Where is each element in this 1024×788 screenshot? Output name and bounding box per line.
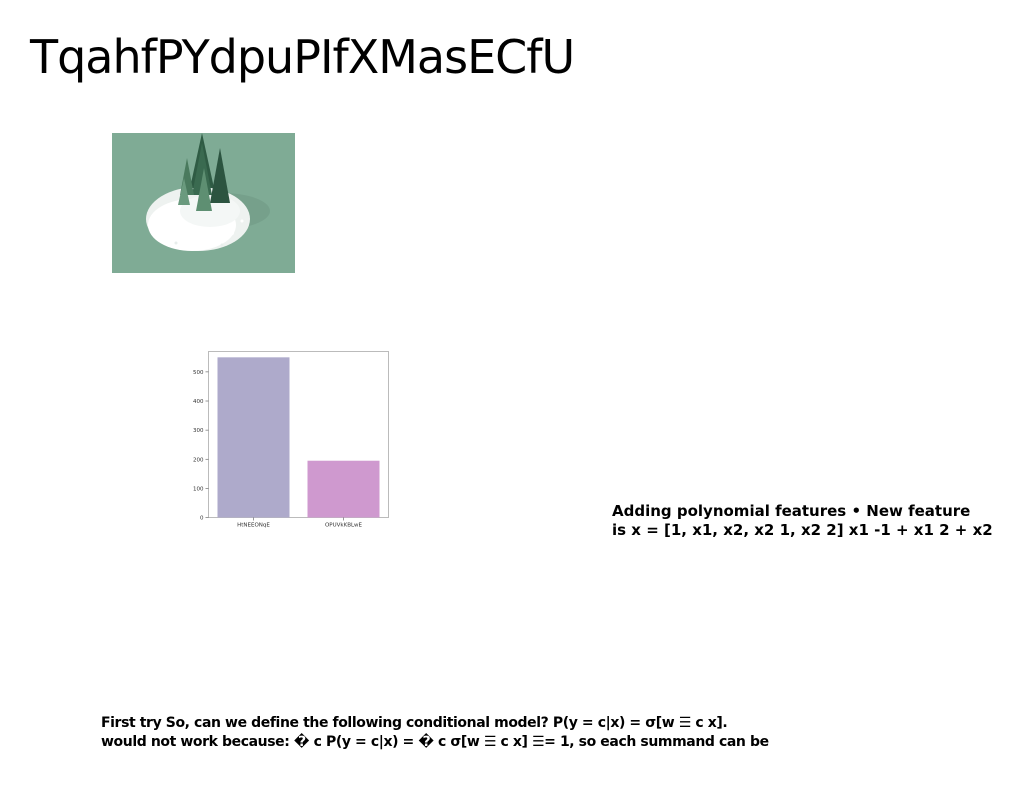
y-tick-label: 400 [193,399,204,405]
text-line: is x = [1, x1, x2, x2 1, x2 2] x1 -1 + x… [612,521,993,539]
y-axis: 0 100 200 300 400 500 [193,370,209,522]
text-line: First try So, can we define the followin… [101,715,728,731]
x-tick-label: OPUVkKBLwE [325,523,363,529]
text-block-conditional-model: First try So, can we define the followin… [101,714,769,752]
text-line: Adding polynomial features • New feature [612,502,971,520]
photo-snow-trees [112,133,295,273]
y-tick-label: 200 [193,457,204,463]
bars [217,357,380,518]
text-line: would not work because: � c P(y = c|x) =… [101,734,769,750]
bar-chart: 0 100 200 300 400 500 HtNEEONqE OPUVkKBLwE [190,345,400,535]
y-tick-label: 0 [200,516,204,522]
bar-HtNEEONqE [217,357,290,518]
x-axis-labels: HtNEEONqE OPUVkKBLwE [237,517,363,529]
text-block-polynomial-features: Adding polynomial features • New feature… [612,502,993,540]
y-tick-label: 500 [193,370,204,376]
y-tick-label: 100 [193,486,204,492]
plot-frame [208,351,389,518]
x-tick-label: HtNEEONqE [237,523,270,529]
trees-snow-illustration [112,133,295,273]
bar-chart-svg: 0 100 200 300 400 500 HtNEEONqE OPUVkKBLwE [193,351,389,529]
bar-OPUVkKBLwE [307,460,380,518]
y-tick-label: 300 [193,428,204,434]
page-title: TqahfPYdpuPIfXMasECfU [30,30,575,84]
